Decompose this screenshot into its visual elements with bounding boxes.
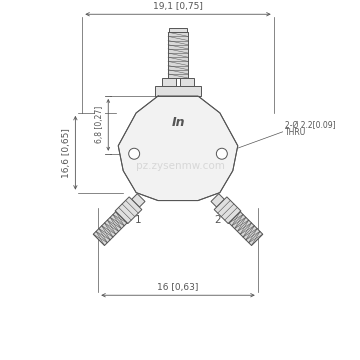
Polygon shape [132, 194, 145, 207]
Text: 19,1 [0,75]: 19,1 [0,75] [153, 2, 203, 11]
Polygon shape [118, 96, 238, 201]
Text: 2-Ø 2.2[0.09]: 2-Ø 2.2[0.09] [285, 121, 335, 130]
Text: 1: 1 [135, 215, 141, 225]
Polygon shape [115, 197, 142, 224]
Polygon shape [211, 194, 224, 207]
Bar [169, 28, 187, 32]
Text: THRU: THRU [285, 128, 306, 137]
Text: 2: 2 [214, 215, 221, 225]
Bar [168, 32, 188, 78]
Text: 16 [0,63]: 16 [0,63] [157, 283, 199, 292]
Text: In: In [171, 116, 185, 129]
Polygon shape [214, 197, 241, 224]
Bar [155, 86, 201, 96]
Circle shape [216, 148, 227, 159]
Polygon shape [93, 212, 127, 246]
Polygon shape [229, 212, 263, 246]
Text: 6,8 [0,27]: 6,8 [0,27] [95, 106, 104, 144]
Text: 16,6 [0,65]: 16,6 [0,65] [62, 128, 71, 178]
Bar [180, 78, 194, 86]
Bar [162, 78, 176, 86]
Circle shape [129, 148, 140, 159]
Text: pz.zysenmw.com: pz.zysenmw.com [136, 161, 224, 171]
